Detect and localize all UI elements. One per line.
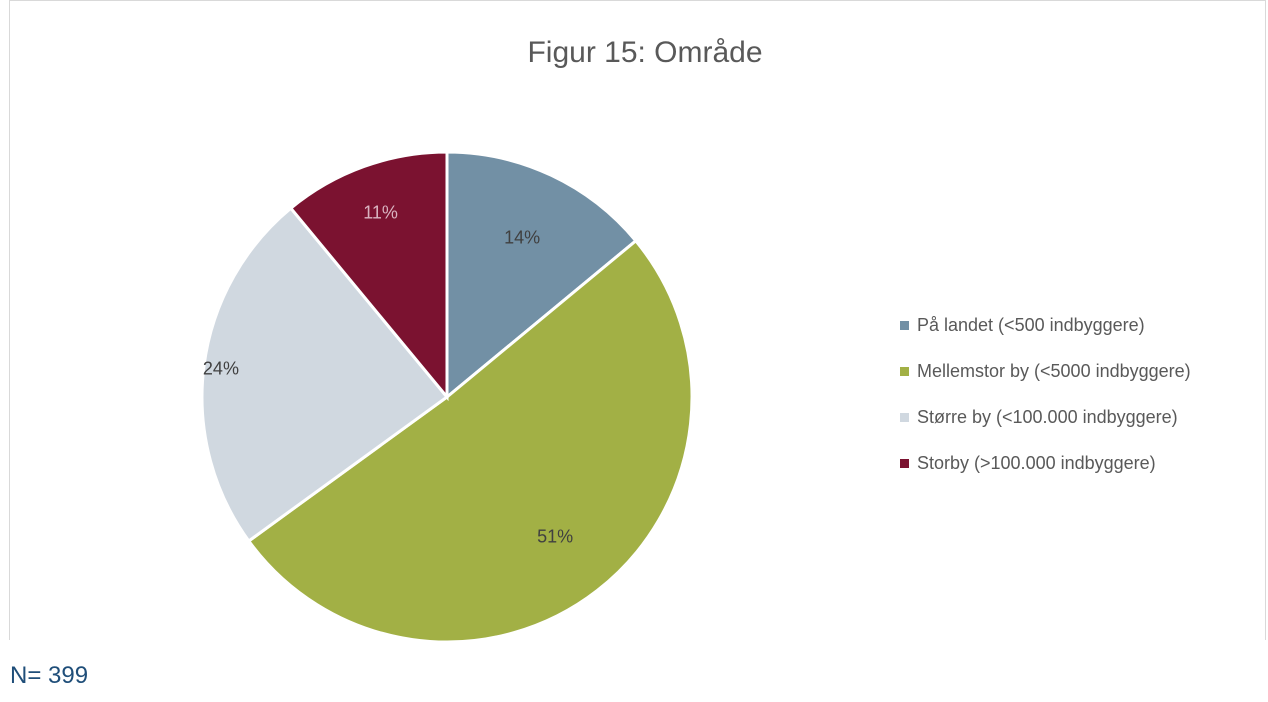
pie-data-labels: 14% 51% 24% 11% — [203, 203, 573, 547]
pie-slice-2 — [246, 238, 694, 644]
legend-label-4: Storby (>100.000 indbyggere) — [917, 453, 1156, 473]
legend-item-3: Større by (<100.000 indbyggere) — [900, 406, 1191, 429]
sample-size-label: N= 399 — [10, 662, 89, 689]
legend-swatch-4 — [900, 459, 909, 468]
pie-slices — [200, 150, 694, 644]
pie-slice-3 — [200, 206, 450, 544]
legend-item-2: Mellemstor by (<5000 indbyggere) — [900, 360, 1191, 383]
data-label-3: 24% — [203, 358, 239, 378]
legend-swatch-2 — [900, 367, 909, 376]
legend-item-1: På landet (<500 indbyggere) — [900, 314, 1191, 337]
pie-slice-4 — [288, 150, 449, 402]
legend-label-3: Større by (<100.000 indbyggere) — [917, 407, 1178, 427]
chart-title: Figur 15: Område — [527, 36, 763, 69]
data-label-4: 11% — [363, 203, 398, 223]
legend-swatch-3 — [900, 413, 909, 422]
data-label-2: 51% — [537, 526, 573, 546]
chart-legend: På landet (<500 indbyggere) Mellemstor by… — [900, 314, 1191, 498]
legend-label-2: Mellemstor by (<5000 indbyggere) — [917, 361, 1191, 381]
chart-frame — [9, 0, 1266, 640]
legend-label-1: På landet (<500 indbyggere) — [917, 315, 1145, 335]
data-label-1: 14% — [504, 227, 540, 247]
legend-swatch-1 — [900, 321, 909, 330]
pie-slice-1 — [445, 150, 638, 401]
legend-item-4: Storby (>100.000 indbyggere) — [900, 452, 1191, 475]
